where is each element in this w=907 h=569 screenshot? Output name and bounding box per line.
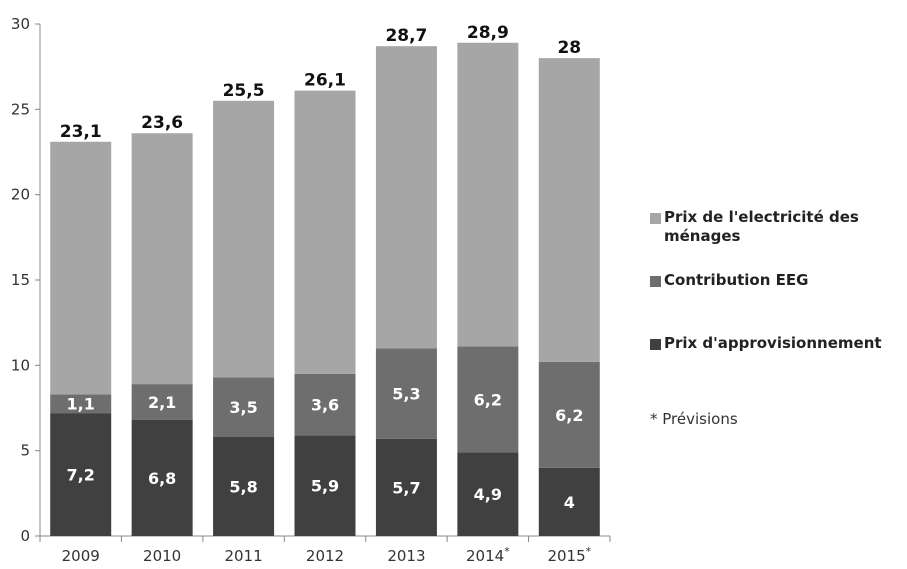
y-tick-label: 5 <box>20 442 30 460</box>
legend-swatch-eeg-contribution <box>650 276 661 287</box>
legend-item-eeg-contribution: Contribution EEG <box>650 271 904 290</box>
bar-segment <box>213 377 275 438</box>
bar-segment <box>375 46 437 349</box>
data-label: 4,9 <box>474 485 502 504</box>
y-axis: 0 5 10 15 20 25 30 <box>11 15 41 545</box>
data-label: 4 <box>564 493 575 512</box>
bar-segment <box>131 133 193 385</box>
x-tick-label: 2011 <box>224 547 262 565</box>
data-label: 6,8 <box>148 469 176 488</box>
total-label: 26,1 <box>304 71 346 91</box>
data-label: 5,3 <box>392 384 420 403</box>
y-tick-label: 20 <box>11 186 30 204</box>
bar-segment <box>131 419 193 536</box>
legend-label-eeg-contribution: Contribution EEG <box>664 271 809 289</box>
bar-segment <box>50 141 112 395</box>
bar-segment <box>213 100 275 378</box>
legend-swatch-supply-price <box>650 339 661 350</box>
bar-segment <box>538 467 600 536</box>
x-axis: 2009 2010 2011 2012 2013 2014* 2015* <box>39 535 611 565</box>
data-label: 2,1 <box>148 393 176 412</box>
bar-segment <box>457 346 519 453</box>
total-label: 28 <box>557 38 581 58</box>
data-label: 7,2 <box>67 466 95 485</box>
bars <box>50 42 600 536</box>
bar-segment <box>538 361 600 468</box>
data-label: 6,2 <box>555 406 583 425</box>
bar-segment <box>375 348 437 439</box>
bar-segment <box>457 452 519 536</box>
y-tick-label: 10 <box>11 356 30 374</box>
x-tick-label: 2013 <box>387 547 425 565</box>
total-label: 23,1 <box>60 122 102 142</box>
data-label: 5,7 <box>392 478 420 497</box>
total-label: 25,5 <box>223 81 265 101</box>
total-label: 28,9 <box>467 23 509 43</box>
bar-segment <box>294 435 356 536</box>
x-tick-label: 2015* <box>547 545 591 565</box>
legend-item-household-price: Prix de l'electricité des ménages <box>650 208 904 246</box>
bar-segment <box>294 373 356 436</box>
data-label: 5,8 <box>229 478 257 497</box>
legend-label-supply-price: Prix d'approvisionnement <box>664 334 882 352</box>
y-tick-label: 0 <box>20 527 30 545</box>
bar-segment <box>213 437 275 536</box>
x-tick-label: 2012 <box>306 547 344 565</box>
total-label: 28,7 <box>385 26 427 46</box>
bar-segment <box>50 394 112 414</box>
bar-segment <box>375 438 437 536</box>
data-label: 3,6 <box>311 396 339 415</box>
bar-segment <box>538 58 600 362</box>
bar-segment <box>131 384 193 420</box>
y-tick-label: 15 <box>11 271 30 289</box>
x-tick-label: 2009 <box>62 547 100 565</box>
data-label: 3,5 <box>229 398 257 417</box>
data-label: 6,2 <box>474 390 502 409</box>
y-tick-label: 30 <box>11 15 30 33</box>
x-tick-label: 2014* <box>466 545 510 565</box>
legend-swatch-household-price <box>650 213 661 224</box>
y-tick-label: 25 <box>11 100 30 118</box>
bar-segment <box>457 42 519 347</box>
data-labels: 7,2 1,1 23,1 6,8 2,1 23,6 5,8 3,5 25,5 5,9 3,6 26,1… <box>60 23 584 512</box>
total-label: 23,6 <box>141 113 183 133</box>
legend-item-supply-price: Prix d'approvisionnement <box>650 334 904 353</box>
x-tick-label: 2010 <box>143 547 181 565</box>
data-label: 1,1 <box>67 395 95 414</box>
forecast-note: * Prévisions <box>650 410 738 428</box>
bar-segment <box>50 413 112 536</box>
bar-segment <box>294 90 356 374</box>
data-label: 5,9 <box>311 477 339 496</box>
legend-label-household-price: Prix de l'electricité des ménages <box>664 208 859 245</box>
